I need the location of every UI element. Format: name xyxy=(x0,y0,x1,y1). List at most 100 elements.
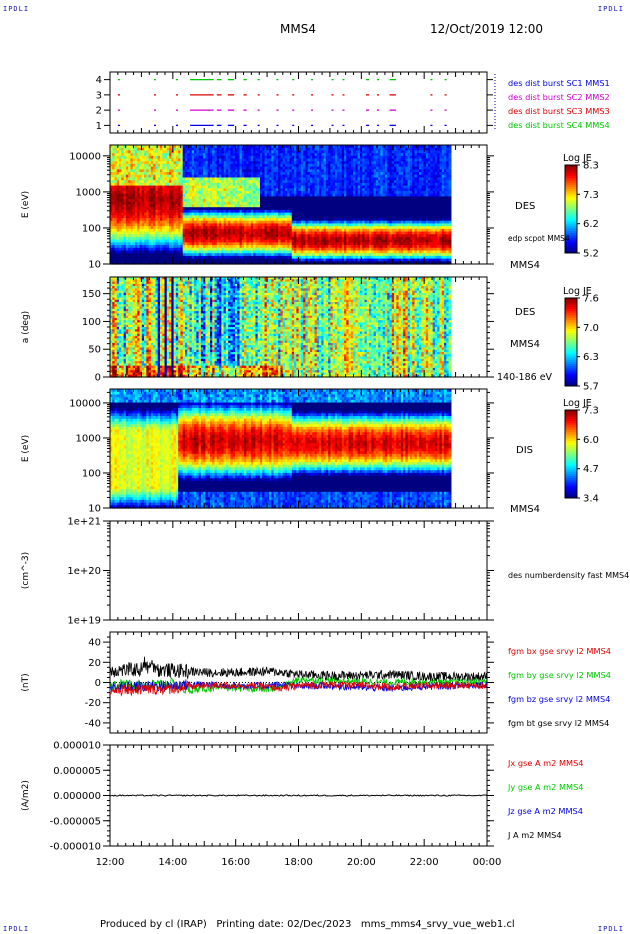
heatmap-cell xyxy=(198,169,202,173)
heatmap-cell xyxy=(171,247,175,252)
heatmap-cell xyxy=(150,258,154,262)
heatmap-cell xyxy=(214,228,218,233)
heatmap-cell xyxy=(200,185,204,189)
heatmap-cell xyxy=(275,234,279,238)
heatmap-cell xyxy=(155,190,159,195)
heatmap-cell xyxy=(291,226,295,230)
heatmap-cell xyxy=(246,212,250,216)
heatmap-cell xyxy=(198,185,202,189)
heatmap-cell xyxy=(121,231,125,235)
heatmap-cell xyxy=(191,163,195,168)
heatmap-cell xyxy=(144,177,147,181)
heatmap-cell xyxy=(112,258,116,262)
heatmap-cell xyxy=(228,204,232,208)
heatmap-cell xyxy=(282,163,286,168)
heatmap-cell xyxy=(159,204,163,208)
heatmap-cell xyxy=(159,145,163,149)
heatmap-cell xyxy=(250,236,254,241)
heatmap-cell xyxy=(275,228,279,233)
heatmap-cell xyxy=(253,201,257,206)
heatmap-cell xyxy=(128,209,132,214)
heatmap-cell xyxy=(273,169,277,173)
heatmap-cell xyxy=(166,212,170,216)
heatmap-cell xyxy=(271,155,275,160)
heatmap-cell xyxy=(230,239,234,243)
heatmap-cell xyxy=(246,193,250,197)
heatmap-cell xyxy=(221,147,225,152)
heatmap-cell xyxy=(291,188,295,192)
burst-legend-entry: des dist burst SC4 MMS4 xyxy=(508,120,610,130)
heatmap-cell xyxy=(191,226,195,230)
heatmap-cell xyxy=(173,226,177,230)
heatmap-cell xyxy=(298,155,302,160)
heatmap-cell xyxy=(239,261,243,265)
heatmap-cell xyxy=(134,193,138,197)
heatmap-cell xyxy=(200,155,204,160)
heatmap-cell xyxy=(162,239,166,243)
heatmap-cell xyxy=(230,145,234,149)
heatmap-cell xyxy=(184,196,188,200)
heatmap-cell xyxy=(280,174,284,179)
heatmap-cell xyxy=(264,147,268,152)
heatmap-cell xyxy=(169,255,172,260)
heatmap-cell xyxy=(119,199,122,203)
heatmap-cell xyxy=(137,253,141,257)
heatmap-cell xyxy=(187,201,191,206)
heatmap-cell xyxy=(119,212,122,216)
heatmap-cell xyxy=(280,242,284,246)
heatmap-cell xyxy=(123,177,127,181)
heatmap-cell xyxy=(125,250,129,254)
heatmap-cell xyxy=(175,226,179,230)
heatmap-cell xyxy=(246,207,250,211)
heatmap-cell xyxy=(119,207,122,211)
heatmap-cell xyxy=(144,158,147,162)
heatmap-cell xyxy=(155,220,159,225)
heatmap-cell xyxy=(280,215,284,219)
heatmap-cell xyxy=(280,147,284,152)
heatmap-cell xyxy=(112,223,116,227)
heatmap-cell xyxy=(205,201,209,206)
heatmap-cell xyxy=(112,204,116,208)
heatmap-cell xyxy=(250,172,254,176)
heatmap-cell xyxy=(239,220,243,225)
heatmap-cell xyxy=(153,190,157,195)
heatmap-cell xyxy=(209,153,213,157)
heatmap-cell xyxy=(207,226,211,230)
heatmap-cell xyxy=(173,212,177,216)
heatmap-cell xyxy=(250,231,254,235)
heatmap-cell xyxy=(280,158,284,162)
heatmap-cell xyxy=(221,239,225,243)
heatmap-cell xyxy=(159,255,163,260)
heatmap-cell xyxy=(196,182,200,187)
heatmap-cell xyxy=(200,247,204,252)
heatmap-cell xyxy=(214,155,218,160)
heatmap-cell xyxy=(244,193,247,197)
heatmap-cell xyxy=(269,204,272,208)
heatmap-cell xyxy=(207,161,211,165)
heatmap-cell xyxy=(287,161,291,165)
heatmap-cell xyxy=(205,166,209,170)
heatmap-cell xyxy=(209,247,213,252)
heatmap-cell xyxy=(248,172,252,176)
heatmap-cell xyxy=(194,220,197,225)
heatmap-cell xyxy=(239,231,243,235)
heatmap-cell xyxy=(123,193,127,197)
heatmap-cell xyxy=(139,204,143,208)
heatmap-cell xyxy=(255,147,259,152)
heatmap-cell xyxy=(219,226,222,230)
heatmap-cell xyxy=(114,190,118,195)
heatmap-cell xyxy=(294,255,297,260)
heatmap-cell xyxy=(139,231,143,235)
heatmap-cell xyxy=(225,212,229,216)
heatmap-cell xyxy=(294,228,297,233)
heatmap-cell xyxy=(166,161,170,165)
heatmap-cell xyxy=(194,153,197,157)
heatmap-cell xyxy=(287,212,291,216)
heatmap-cell xyxy=(246,161,250,165)
heatmap-cell xyxy=(175,161,179,165)
heatmap-cell xyxy=(175,193,179,197)
heatmap-cell xyxy=(298,201,302,206)
heatmap-cell xyxy=(155,228,159,233)
heatmap-cell xyxy=(184,223,188,227)
heatmap-cell xyxy=(182,261,186,265)
